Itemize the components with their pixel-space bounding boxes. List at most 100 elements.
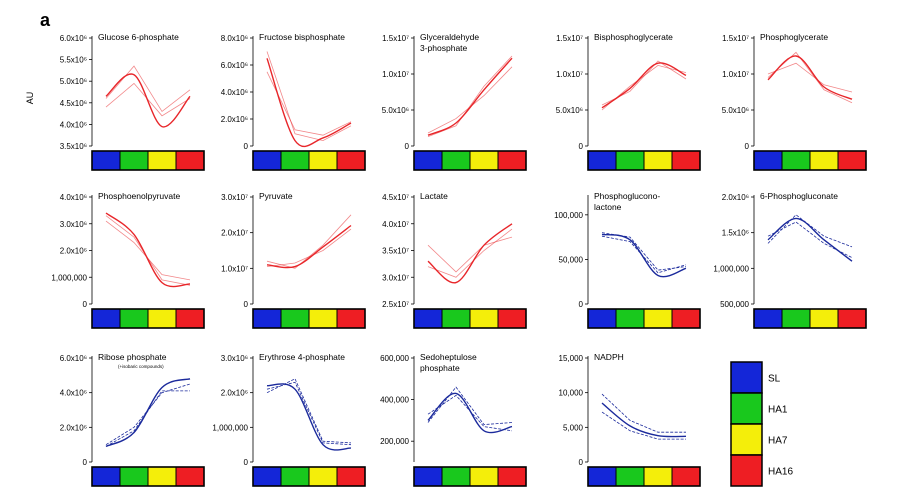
y-tick-label: 200,000: [380, 437, 409, 446]
condition-swatch-ha16: [175, 466, 205, 487]
chart-title: Phosphoglycerate: [760, 32, 828, 42]
series-fit-line: [105, 212, 191, 288]
condition-swatch-ha1: [441, 150, 471, 171]
y-tick-label: 3.0x10⁷: [221, 193, 248, 202]
chart-erythrose-4-phosphate: 0 1,000,000 2.0x10⁶ 3.0x10⁶ Erythrose 4-phos…: [212, 352, 366, 487]
series-replicate-line: [266, 51, 352, 142]
condition-strip: [587, 308, 701, 329]
y-tick-label: 1,000,000: [51, 273, 87, 282]
chart-title: 3-phosphate: [420, 43, 468, 53]
condition-strip: [91, 150, 205, 171]
condition-swatch-sl: [91, 466, 121, 487]
charts-grid: 3.5x10⁶ 4.0x10⁶ 4.5x10⁶ 5.0x10⁶ 5.5x10⁶ 6.0x1…: [51, 32, 867, 487]
y-tick-label: 1.5x10⁷: [382, 34, 409, 43]
series-replicate-line: [105, 65, 191, 112]
chart-title: Sedoheptulose: [420, 352, 477, 362]
series-replicate-line: [601, 60, 687, 106]
condition-swatch-ha16: [175, 150, 205, 171]
series-fit-line: [767, 55, 853, 100]
y-tick-label: 500,000: [720, 300, 749, 309]
y-tick-label: 4.5x10⁶: [60, 99, 87, 108]
y-tick-label: 0: [244, 458, 249, 467]
condition-swatch-ha7: [469, 150, 499, 171]
series-replicate-line: [601, 393, 686, 433]
y-tick-label: 2.0x10⁶: [60, 423, 87, 432]
y-tick-label: 0: [579, 300, 584, 309]
condition-strip: [413, 466, 527, 487]
y-tick-label: 4.0x10⁶: [60, 120, 87, 129]
condition-strip: [91, 466, 205, 487]
condition-swatch-sl: [587, 466, 617, 487]
y-axis-label: AU: [25, 92, 35, 105]
condition-swatch-ha1: [119, 308, 149, 329]
series-replicate-line: [601, 232, 687, 271]
condition-swatch-ha16: [336, 308, 366, 329]
chart-title: Bisphosphoglycerate: [594, 32, 673, 42]
chart-sedoheptulose-phosphate: 200,000 400,000 600,000 Sedoheptulosephosph…: [380, 352, 527, 487]
y-tick-label: 2.0x10⁷: [221, 229, 248, 238]
legend-label-sl: SL: [768, 374, 781, 385]
series-replicate-line: [266, 214, 352, 269]
chart-title: lactone: [594, 202, 622, 212]
chart-title: 6-Phosphogluconate: [760, 191, 838, 201]
y-tick-label: 6.0x10⁶: [60, 34, 87, 43]
y-tick-label: 1,000,000: [713, 264, 749, 273]
condition-strip: [587, 466, 701, 487]
series-replicate-line: [105, 390, 190, 447]
y-tick-label: 6.0x10⁶: [221, 61, 248, 70]
y-tick-label: 600,000: [380, 354, 409, 363]
legend-swatch-ha16: [730, 454, 763, 487]
chart-phosphoglycerate: 0 5.0x10⁶ 1.0x10⁷ 1.5x10⁷ Phosphoglycerate: [722, 32, 867, 171]
series-replicate-line: [427, 236, 513, 273]
legend: SL HA1 HA7 HA16: [730, 361, 793, 487]
chart-note: (+isobaric compounds): [118, 364, 164, 369]
y-tick-label: 6.0x10⁶: [60, 354, 87, 363]
condition-swatch-sl: [413, 150, 443, 171]
series-replicate-line: [601, 64, 687, 111]
condition-swatch-ha7: [147, 150, 177, 171]
y-tick-label: 5.0x10⁶: [722, 106, 749, 115]
condition-swatch-sl: [252, 466, 282, 487]
condition-swatch-ha16: [336, 150, 366, 171]
y-tick-label: 5.0x10⁶: [60, 77, 87, 86]
chart-title: Phosphoenolpyruvate: [98, 191, 181, 201]
y-tick-label: 1.0x10⁷: [556, 70, 583, 79]
condition-swatch-ha16: [497, 466, 527, 487]
y-tick-label: 2.0x10⁶: [221, 389, 248, 398]
legend-label-ha7: HA7: [768, 436, 788, 447]
condition-swatch-sl: [413, 466, 443, 487]
condition-swatch-ha16: [671, 466, 701, 487]
series-replicate-line: [767, 51, 853, 104]
condition-strip: [91, 308, 205, 329]
condition-swatch-ha16: [175, 308, 205, 329]
condition-swatch-ha1: [441, 466, 471, 487]
chart-title: Erythrose 4-phosphate: [259, 352, 345, 362]
chart-bisphosphoglycerate: 0 5.0x10⁶ 1.0x10⁷ 1.5x10⁷ Bisphosphoglycerat…: [556, 32, 701, 171]
condition-swatch-sl: [753, 308, 783, 329]
series-fit-line: [427, 392, 513, 434]
series-fit-line: [601, 233, 687, 278]
chart-title: Pyruvate: [259, 191, 293, 201]
series-fit-line: [601, 402, 687, 438]
y-tick-label: 0: [405, 142, 410, 151]
condition-strip: [753, 150, 867, 171]
panel-label: a: [40, 10, 51, 30]
chart-ribose-phosphate: 0 2.0x10⁶ 4.0x10⁶ 6.0x10⁶ Ribose phosphate (+…: [60, 352, 205, 487]
y-tick-label: 5,000: [563, 423, 584, 432]
chart-nadph: 0 5,000 10,000 15,000 NADPH: [559, 352, 701, 487]
series-replicate-line: [266, 228, 352, 267]
chart-glucose-6-phosphate: 3.5x10⁶ 4.0x10⁶ 4.5x10⁶ 5.0x10⁶ 5.5x10⁶ 6.0x1…: [60, 32, 205, 171]
y-tick-label: 0: [579, 142, 584, 151]
y-tick-label: 2.5x10⁷: [382, 300, 409, 309]
condition-swatch-ha1: [615, 308, 645, 329]
condition-swatch-sl: [91, 308, 121, 329]
y-tick-label: 4.0x10⁷: [382, 220, 409, 229]
series-replicate-line: [427, 394, 513, 432]
condition-swatch-ha1: [280, 150, 310, 171]
condition-swatch-sl: [252, 308, 282, 329]
y-tick-label: 0: [745, 142, 750, 151]
chart-title: Lactate: [420, 191, 448, 201]
condition-swatch-sl: [91, 150, 121, 171]
series-fit-line: [266, 224, 352, 269]
